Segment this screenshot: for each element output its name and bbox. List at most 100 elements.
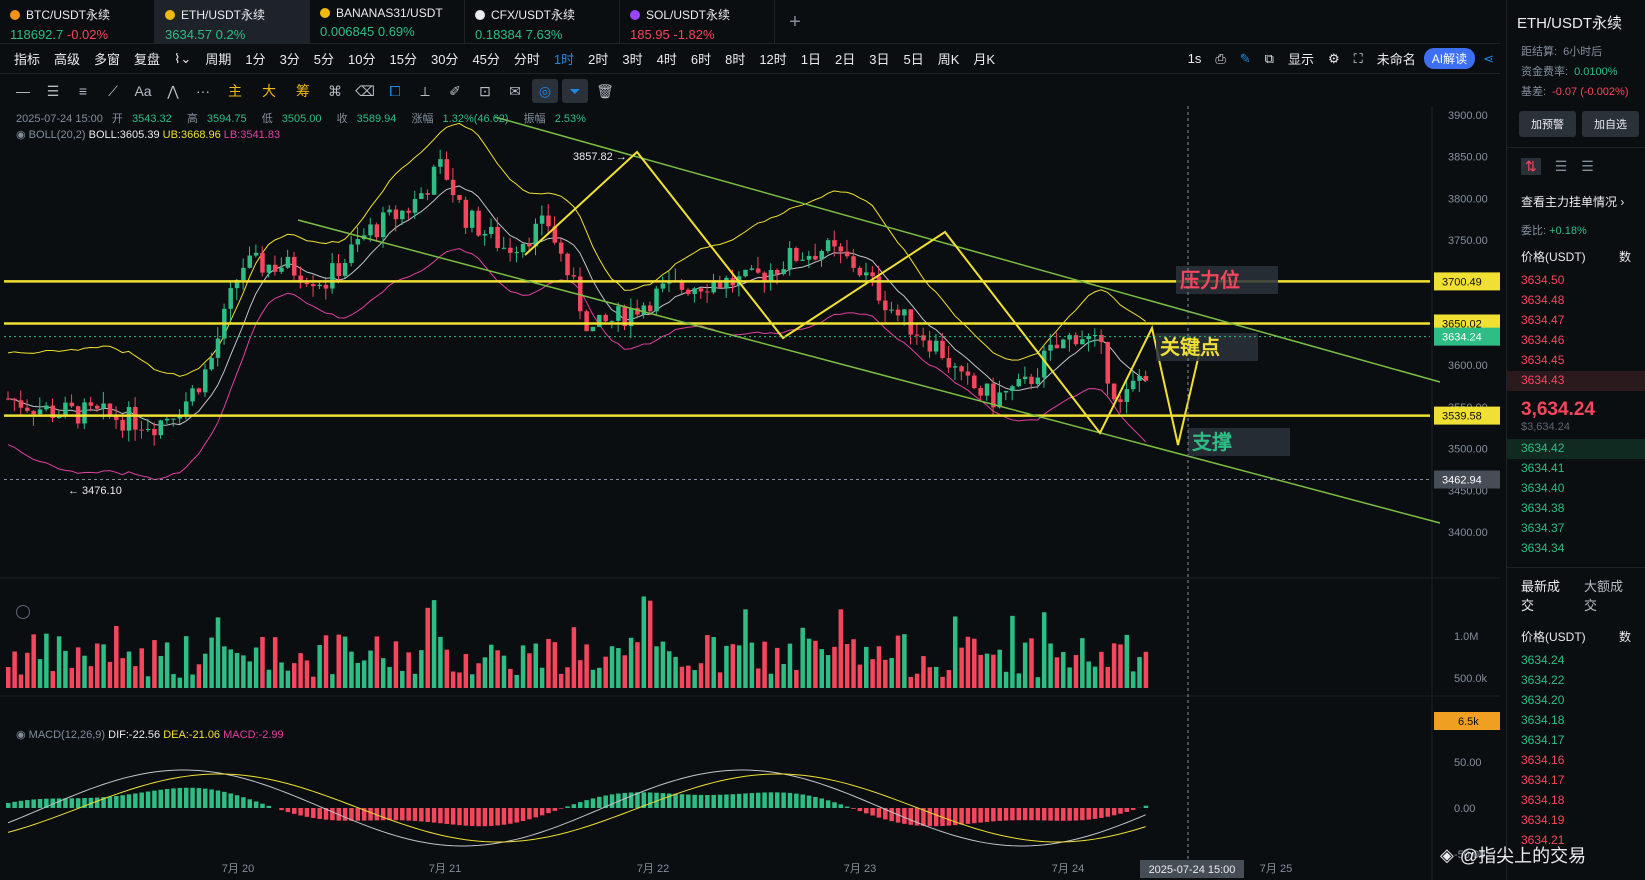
tab-large-trades[interactable]: 大额成交: [1584, 579, 1624, 613]
fullscreen-icon[interactable]: ⛶: [1353, 50, 1363, 66]
bid-price[interactable]: 3634.41: [1521, 461, 1565, 475]
period-week[interactable]: 周K: [937, 52, 960, 67]
hlines-icon[interactable]: ☰: [46, 82, 60, 99]
candle-body: [997, 392, 1002, 408]
candle-body: [952, 366, 958, 368]
add-favorite-button[interactable]: 加自选: [1582, 111, 1639, 137]
display-button[interactable]: 显示: [1287, 52, 1314, 67]
magnet-icon[interactable]: ⌘: [328, 82, 342, 99]
hline-icon[interactable]: —: [16, 83, 30, 99]
multi-window-button[interactable]: 多窗: [94, 52, 121, 67]
eraser-icon[interactable]: ⌫: [355, 82, 375, 99]
tab-bananas[interactable]: BANANAS31/USDT 0.006845 0.69%: [310, 0, 465, 44]
chips-toggle[interactable]: 筹: [296, 83, 310, 99]
boll-readout[interactable]: ◉ BOLL(20,2) BOLL:3605.39 UB:3668.96 LB:…: [16, 128, 280, 141]
period-4h[interactable]: 4时: [656, 52, 677, 67]
period-month[interactable]: 月K: [973, 52, 996, 67]
text-tool-icon[interactable]: Aa: [134, 83, 152, 99]
period-12h[interactable]: 12时: [759, 52, 787, 67]
bid-price[interactable]: 3634.40: [1521, 481, 1565, 495]
tab-btc[interactable]: BTC/USDT永续 118692.7 -0.02%: [0, 0, 155, 44]
main-force-toggle[interactable]: 主: [228, 83, 242, 99]
ruler-icon[interactable]: ⟂: [420, 82, 430, 99]
period-2h[interactable]: 2时: [588, 52, 609, 67]
period-6h[interactable]: 6时: [690, 52, 712, 67]
period-15m[interactable]: 15分: [389, 52, 417, 67]
tab-sol[interactable]: SOL/USDT永续 185.95 -1.82%: [620, 0, 775, 44]
layout-name-dropdown[interactable]: 未命名: [1376, 52, 1416, 67]
camera-icon[interactable]: ⎙: [1215, 50, 1226, 66]
period-5d[interactable]: 5日: [903, 52, 924, 67]
bid-price[interactable]: 3634.42: [1507, 439, 1645, 459]
advanced-button[interactable]: 高级: [54, 52, 81, 67]
period-30m[interactable]: 30分: [430, 52, 459, 67]
both-sides-icon[interactable]: ⇅: [1521, 158, 1541, 175]
period-timeline[interactable]: 分时: [513, 52, 540, 67]
ai-interpret-button[interactable]: AI解读: [1423, 48, 1476, 69]
volume-bar: [635, 642, 640, 688]
period-1h[interactable]: 1时: [553, 52, 575, 67]
period-3d[interactable]: 3日: [869, 52, 890, 67]
bids-only-icon[interactable]: ☰: [1554, 158, 1568, 174]
indicator-button[interactable]: 指标: [14, 52, 41, 67]
candle-body: [616, 306, 621, 321]
candle-body: [133, 406, 138, 430]
volume-bar: [82, 655, 87, 688]
macd-histogram-bar: [444, 808, 450, 824]
candle-body: [514, 252, 519, 254]
pattern-icon[interactable]: ⋀: [167, 82, 179, 99]
filter-icon[interactable]: ⏷: [562, 79, 588, 103]
eye-icon[interactable]: ◉: [16, 729, 26, 741]
pen-icon[interactable]: ✎: [1239, 50, 1251, 66]
more-icon[interactable]: ···: [196, 83, 210, 99]
period-1m[interactable]: 1分: [245, 52, 266, 67]
asks-only-icon[interactable]: ☰: [1581, 158, 1594, 174]
volume-bar: [1067, 667, 1072, 688]
eye-icon[interactable]: ◉: [16, 129, 26, 141]
tab-eth[interactable]: ETH/USDT永续 3634.57 0.2%: [155, 0, 310, 44]
magnet-mode-icon[interactable]: ◎: [532, 79, 558, 103]
macd-readout[interactable]: ◉ MACD(12,26,9) DIF:-22.56 DEA:-21.06 MA…: [16, 728, 284, 741]
brush-icon[interactable]: ✐: [449, 82, 461, 99]
period-2d[interactable]: 2日: [835, 52, 856, 67]
add-alert-button[interactable]: 加预警: [1519, 111, 1576, 137]
volume-collapse-icon[interactable]: [16, 605, 30, 619]
period-3m[interactable]: 3分: [279, 52, 300, 67]
main-orders-link[interactable]: 查看主力挂单情况 ›: [1521, 195, 1625, 209]
trendline-icon[interactable]: ⟋: [108, 82, 118, 99]
bid-price[interactable]: 3634.37: [1521, 521, 1565, 535]
ask-price[interactable]: 3634.47: [1521, 313, 1565, 327]
replay-button[interactable]: 复盘: [134, 52, 161, 67]
period-8h[interactable]: 8时: [725, 52, 746, 67]
bid-price[interactable]: 3634.34: [1521, 541, 1565, 555]
tab-cfx[interactable]: CFX/USDT永续 0.18384 7.63%: [465, 0, 620, 44]
tab-latest-trades[interactable]: 最新成交: [1521, 579, 1561, 613]
trash-icon[interactable]: 🗑: [596, 82, 614, 99]
lock-icon[interactable]: ⊡: [479, 82, 491, 99]
ask-price[interactable]: 3634.45: [1521, 353, 1565, 367]
candle-body: [870, 272, 875, 277]
period-1d[interactable]: 1日: [800, 52, 822, 67]
channel-icon[interactable]: ≡: [78, 83, 88, 99]
layout-icon[interactable]: ⧉: [1264, 50, 1274, 66]
settings-icon[interactable]: ⚙: [1327, 50, 1340, 66]
period-3h[interactable]: 3时: [622, 52, 643, 67]
ask-price[interactable]: 3634.46: [1521, 333, 1565, 347]
volume-bar: [228, 649, 233, 688]
ask-price[interactable]: 3634.48: [1521, 293, 1565, 307]
ask-price[interactable]: 3634.43: [1507, 371, 1645, 391]
candle-body: [419, 193, 424, 200]
copy-icon[interactable]: ⧠: [389, 82, 401, 99]
bid-price[interactable]: 3634.38: [1521, 501, 1565, 515]
period-10m[interactable]: 10分: [348, 52, 376, 67]
note-icon[interactable]: ✉: [509, 82, 521, 99]
period-5m[interactable]: 5分: [313, 52, 335, 67]
ask-price[interactable]: 3634.50: [1521, 273, 1565, 287]
add-tab-button[interactable]: +: [789, 10, 801, 33]
period-dropdown[interactable]: 周期: [205, 52, 232, 67]
share-icon[interactable]: ⋖: [1483, 50, 1494, 66]
realtime-1s-button[interactable]: 1s: [1187, 51, 1202, 66]
chart-type-dropdown[interactable]: ⌇⌄: [174, 50, 192, 66]
period-45m[interactable]: 45分: [472, 52, 500, 67]
big-order-toggle[interactable]: 大: [262, 83, 276, 99]
